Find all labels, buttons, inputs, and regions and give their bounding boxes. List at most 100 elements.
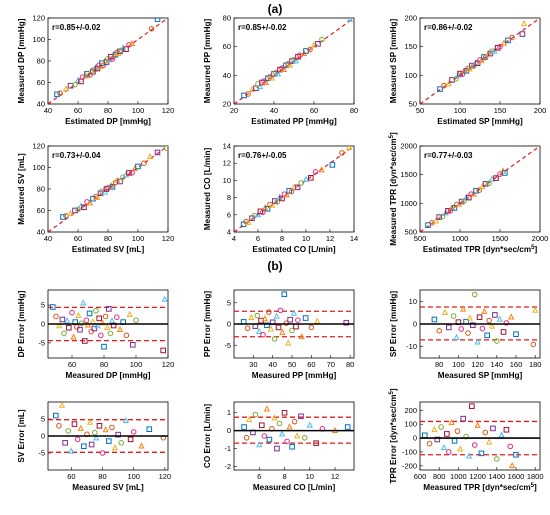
x-tick-label: 1600 (508, 472, 525, 481)
y-tick-label: 10 (409, 297, 417, 306)
plot-area (419, 401, 541, 471)
data-point (138, 442, 145, 449)
x-tick-label: 150 (494, 106, 507, 115)
y-axis-label: Measured TPR [dyn*sec/cm5] (389, 132, 398, 246)
data-point (286, 423, 293, 430)
data-point (479, 325, 486, 332)
data-point (465, 452, 473, 459)
data-point (292, 57, 300, 64)
data-point (114, 314, 120, 321)
x-tick-label: 12 (331, 472, 339, 481)
data-point (93, 434, 100, 441)
y-tick-label: 100 (32, 35, 45, 44)
data-point (520, 19, 528, 27)
y-tick-label: 1000 (400, 199, 417, 208)
data-point (91, 325, 98, 332)
data-point (135, 163, 141, 170)
data-point (298, 180, 305, 186)
data-point (130, 429, 137, 435)
data-point (532, 306, 539, 313)
data-point (77, 326, 83, 333)
x-tick-label: 8 (282, 472, 286, 481)
data-point (262, 78, 270, 85)
data-point (436, 328, 443, 334)
data-point (241, 424, 247, 430)
y-tick-label: -2 (224, 462, 231, 471)
correlation-annotation: r=0.77+/-0.03 (424, 151, 473, 160)
y-axis-label: Measured PP [mmHg] (203, 18, 212, 103)
x-tick-label: 30 (249, 360, 257, 369)
x-tick-label: 1800 (527, 472, 544, 481)
x-tick-label: 40 (269, 360, 277, 369)
data-point (62, 440, 68, 446)
data-point (75, 311, 82, 319)
data-point (264, 322, 270, 329)
y-tick-label: -200 (402, 461, 417, 470)
y-tick-label: 5 (41, 301, 45, 310)
data-point (286, 61, 294, 68)
data-point (344, 424, 351, 430)
x-axis-label: Estimated SV [mL] (72, 245, 145, 254)
x-tick-label: 60 (67, 472, 75, 481)
data-point (141, 160, 147, 166)
data-point (126, 310, 133, 317)
data-point (275, 324, 282, 331)
x-tick-label: 14 (350, 234, 358, 243)
data-point (453, 333, 460, 340)
data-point (123, 46, 129, 52)
data-point (295, 317, 301, 323)
data-point (444, 431, 450, 437)
data-point (494, 456, 500, 462)
x-tick-label: 100 (130, 360, 143, 369)
data-point (294, 432, 301, 439)
y-tick-label: 60 (37, 206, 45, 215)
data-point (439, 213, 446, 220)
data-point (126, 170, 132, 176)
data-point (244, 325, 251, 332)
y-tick-label: -10 (406, 342, 417, 351)
x-tick-label: 1000 (450, 472, 467, 481)
data-point (266, 436, 273, 443)
y-tick-label: 500 (404, 228, 417, 237)
data-point (339, 150, 345, 156)
plot-content (48, 18, 168, 104)
x-tick-label: 140 (491, 360, 504, 369)
y-tick-label: 120 (32, 14, 45, 23)
x-tick-label: 100 (454, 106, 467, 115)
data-point (271, 414, 278, 421)
data-point (77, 424, 84, 431)
panel-label-b: (b) (267, 259, 282, 273)
x-tick-label: 1400 (488, 472, 505, 481)
data-point (268, 74, 276, 81)
x-tick-label: 20 (230, 106, 238, 115)
plot-content (48, 146, 168, 232)
data-point (256, 327, 263, 334)
data-point (346, 146, 353, 151)
data-point (261, 315, 269, 322)
data-point (503, 320, 510, 326)
subplot-11: 6 8 10 12 -2 -1 0 1 Measured CO [L/min] CO Error … (203, 401, 355, 492)
data-point (474, 421, 481, 428)
y-tick-label: -5 (38, 449, 45, 458)
plot-content (420, 146, 540, 232)
data-point (96, 315, 103, 322)
data-point (290, 309, 298, 316)
x-tick-label: 160 (510, 360, 523, 369)
data-point (70, 333, 77, 340)
data-point (478, 56, 485, 63)
data-point (123, 332, 130, 339)
data-point (474, 338, 481, 345)
data-point (438, 424, 444, 430)
data-point (465, 330, 471, 336)
y-tick-label: 80 (37, 185, 45, 194)
correlation-annotation: r=0.73+/-0.04 (52, 151, 101, 160)
data-point (281, 409, 288, 416)
data-point (492, 312, 498, 318)
data-point (88, 328, 94, 335)
x-tick-label: 40 (270, 106, 278, 115)
x-tick-label: 40 (44, 106, 52, 115)
data-point (68, 447, 75, 454)
x-tick-label: 120 (471, 360, 484, 369)
data-point (65, 428, 72, 434)
y-tick-label: 12 (223, 159, 231, 168)
